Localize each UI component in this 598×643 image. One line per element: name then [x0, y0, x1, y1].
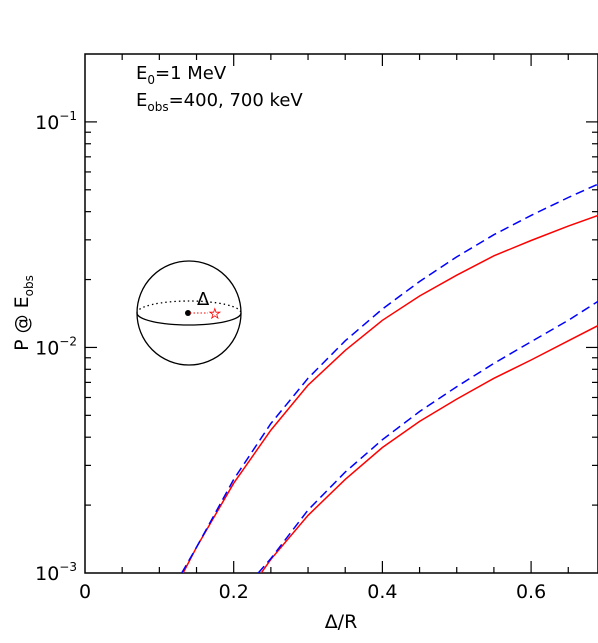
sphere-back-equator: [136, 300, 242, 314]
y-axis-label-main: P @ E: [11, 296, 33, 351]
sphere-inset: ★ Δ: [136, 260, 242, 366]
annotation-e0-rest: =1 MeV: [155, 63, 227, 84]
source-star-icon: ★: [209, 307, 221, 322]
y-tick-label: 10−3: [35, 560, 77, 585]
annotation-e0: E0=1 MeV: [136, 63, 227, 87]
series-line-4: [257, 300, 598, 573]
annotation-eobs-main: E: [136, 90, 147, 111]
annotation-e0-main: E: [136, 63, 147, 84]
y-axis-label-sub: obs: [22, 275, 36, 296]
series-line-1: [182, 214, 598, 573]
sphere-front-equator: [136, 312, 242, 326]
y-tick-label: 10−1: [35, 109, 77, 134]
y-axis-label: P @ Eobs: [11, 275, 36, 351]
x-tick-label: 0.4: [367, 581, 397, 603]
x-tick-label: 0.6: [516, 581, 546, 603]
axis-ticks: [85, 54, 598, 573]
y-tick-label: 10−2: [35, 334, 77, 359]
annotation-e0-sub: 0: [147, 73, 155, 87]
x-tick-label: 0: [79, 581, 91, 603]
series-line-3: [260, 324, 598, 573]
y-tick-labels: 10−3 10−2 10−1: [35, 109, 77, 585]
series-line-2: [181, 183, 598, 573]
annotation-eobs-rest: =400, 700 keV: [169, 90, 304, 111]
inset-delta-label: Δ: [197, 289, 210, 310]
x-tick-labels: 0 0.2 0.4 0.6: [79, 581, 546, 603]
plot-frame: [84, 53, 598, 574]
annotation-eobs: Eobs=400, 700 keV: [136, 90, 303, 114]
annotation-eobs-sub: obs: [147, 100, 168, 114]
x-tick-label: 0.2: [219, 581, 249, 603]
x-axis-label: Δ/R: [325, 611, 358, 633]
center-dot: [185, 310, 191, 316]
series-group: [181, 183, 598, 573]
